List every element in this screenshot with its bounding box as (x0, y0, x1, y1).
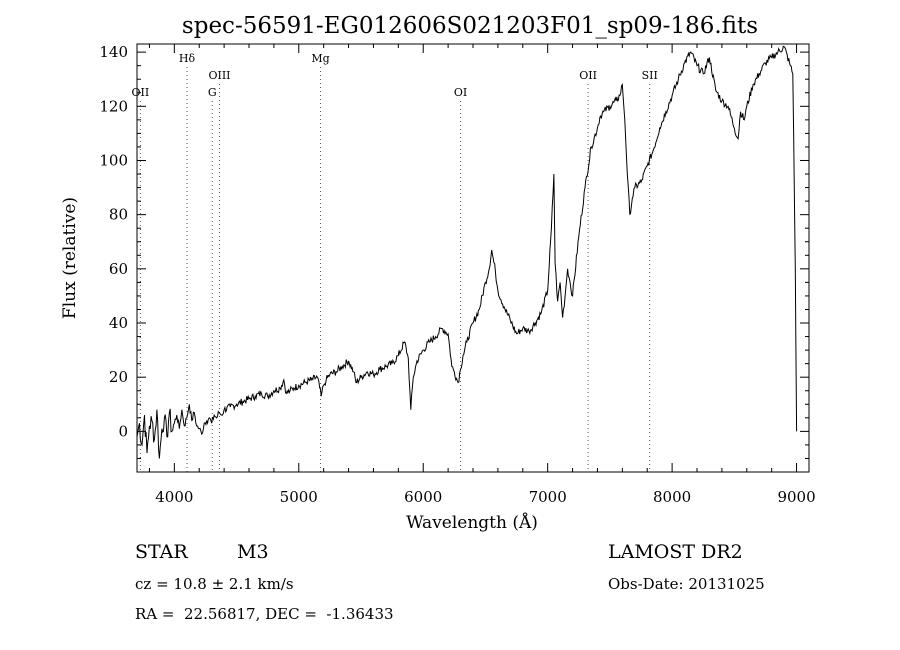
x-tick-label: 4000 (155, 488, 193, 506)
object-class: STAR (135, 541, 188, 563)
redshift-velocity: cz = 10.8 ± 2.1 km/s (135, 575, 294, 593)
y-tick-label: 0 (118, 422, 128, 440)
x-tick-label: 9000 (777, 488, 815, 506)
object-subclass: M3 (237, 541, 269, 563)
y-tick-label: 100 (99, 151, 128, 169)
marker-label: Mg (311, 52, 329, 65)
plot-frame (136, 43, 810, 473)
y-tick-label: 80 (109, 206, 128, 224)
axis-ticks (137, 44, 809, 472)
survey-name: LAMOST DR2 (608, 541, 743, 563)
y-tick-labels: 0 20 40 60 80 100 120 140 (99, 43, 128, 440)
x-tick-label: 6000 (404, 488, 442, 506)
x-tick-label: 7000 (529, 488, 567, 506)
marker-label: OIII (208, 69, 230, 82)
marker-label: OII (579, 69, 597, 82)
marker-label: Hδ (179, 52, 196, 65)
y-tick-label: 60 (109, 260, 128, 278)
observation-date: Obs-Date: 20131025 (608, 575, 765, 593)
spectrum-line (136, 45, 798, 459)
y-tick-label: 20 (109, 368, 128, 386)
x-tick-label: 5000 (280, 488, 318, 506)
x-tick-label: 8000 (653, 488, 691, 506)
y-tick-label: 120 (99, 97, 128, 115)
marker-label: OI (454, 86, 467, 99)
marker-label: G (208, 86, 217, 99)
x-axis-label: Wavelength (Å) (406, 512, 538, 533)
x-tick-labels: 4000 5000 6000 7000 8000 9000 (155, 488, 815, 506)
y-tick-label: 40 (109, 314, 128, 332)
y-axis-label: Flux (relative) (60, 197, 80, 319)
sky-coordinates: RA = 22.56817, DEC = -1.36433 (135, 605, 394, 623)
marker-label: SII (642, 69, 658, 82)
chart-title: spec-56591-EG012606S021203F01_sp09-186.f… (182, 13, 758, 39)
y-tick-label: 140 (99, 43, 128, 61)
